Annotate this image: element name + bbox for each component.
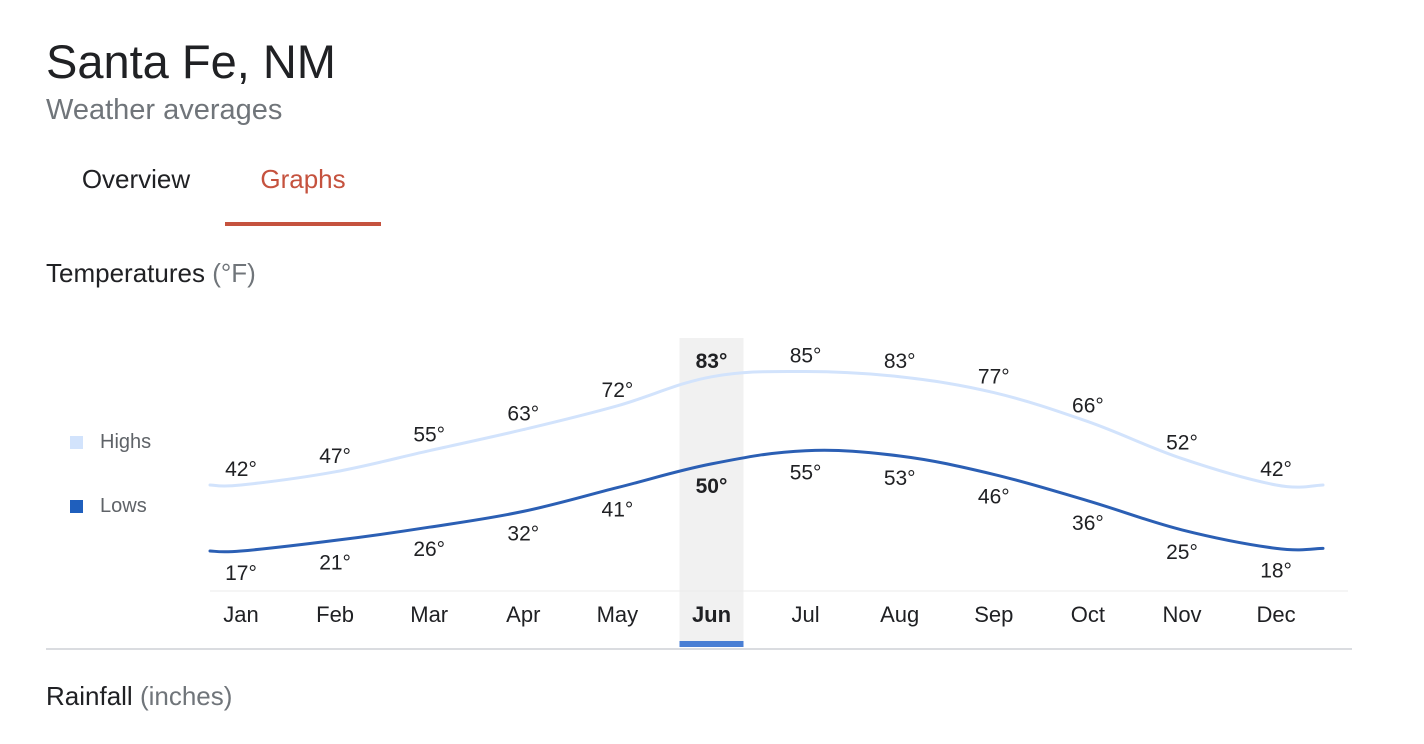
month-column-oct[interactable] [1041,338,1135,642]
month-label-dec: Dec [1257,602,1296,627]
month-label-may: May [597,602,639,627]
month-label-jun: Jun [692,602,731,627]
lows-data-label-aug: 53° [884,467,916,490]
highs-data-label-jan: 42° [225,458,257,481]
tab-overview[interactable]: Overview [81,164,191,194]
temperatures-heading: Temperatures (°F) [46,256,256,290]
legend-highs-label: Highs [100,430,152,453]
month-column-feb[interactable] [288,338,382,642]
month-column-dec[interactable] [1229,338,1323,642]
temperatures-title: Temperatures [46,258,205,288]
tab-graphs[interactable]: Graphs [260,164,346,194]
lows-data-label-nov: 25° [1166,541,1198,564]
month-label-sep: Sep [974,602,1013,627]
lows-data-label-feb: 21° [319,551,351,574]
highs-data-label-oct: 66° [1072,395,1104,418]
legend-highs[interactable]: Highs [70,427,151,457]
month-column-jan[interactable] [194,338,288,642]
highs-data-label-jul: 85° [790,344,822,367]
highs-data-label-dec: 42° [1260,458,1292,481]
highs-data-label-aug: 83° [884,350,916,373]
lows-data-label-oct: 36° [1072,512,1104,535]
lows-swatch [70,499,83,513]
selected-tab-indicator [225,222,381,226]
month-column-jul[interactable] [759,338,853,642]
month-column-may[interactable] [570,338,664,642]
highs-data-label-feb: 47° [319,445,351,468]
lows-data-label-jul: 55° [790,462,822,485]
month-label-nov: Nov [1162,602,1201,627]
lows-data-label-sep: 46° [978,485,1010,508]
highs-data-label-nov: 52° [1166,432,1198,455]
rainfall-heading: Rainfall (inches) [46,679,232,713]
month-column-jun[interactable] [664,338,758,642]
highs-data-label-may: 72° [602,379,634,402]
month-label-jan: Jan [223,602,258,627]
legend-lows[interactable]: Lows [70,491,147,521]
month-label-jul: Jul [792,602,820,627]
month-column-nov[interactable] [1135,338,1229,642]
highs-swatch [70,435,83,449]
location-title: Santa Fe, NM [46,35,336,88]
lows-line [208,448,1325,554]
month-label-oct: Oct [1071,602,1105,627]
month-column-apr[interactable] [476,338,570,642]
highs-line [208,369,1325,489]
lows-data-label-jun: 50° [696,475,728,498]
rainfall-title: Rainfall [46,681,133,711]
month-label-apr: Apr [506,602,540,627]
page-subtitle: Weather averages [46,94,283,126]
month-label-mar: Mar [410,602,448,627]
month-column-mar[interactable] [382,338,476,642]
highs-data-label-jun: 83° [696,350,728,373]
lows-data-label-dec: 18° [1260,559,1292,582]
lows-data-label-jan: 17° [225,562,257,585]
lows-data-label-apr: 32° [507,522,539,545]
selected-month-indicator [679,641,744,647]
highs-data-label-mar: 55° [413,424,445,447]
month-label-feb: Feb [316,602,354,627]
section-divider [46,648,1352,650]
rainfall-unit: (inches) [139,681,233,711]
highs-data-label-apr: 63° [507,403,539,426]
month-label-aug: Aug [880,602,919,627]
temperatures-unit: (°F) [212,258,256,288]
lows-data-label-mar: 26° [413,538,445,561]
month-column-sep[interactable] [947,338,1041,642]
highs-data-label-sep: 77° [978,366,1010,389]
lows-data-label-may: 41° [602,499,634,522]
month-column-aug[interactable] [853,338,947,642]
legend-lows-label: Lows [100,494,147,517]
